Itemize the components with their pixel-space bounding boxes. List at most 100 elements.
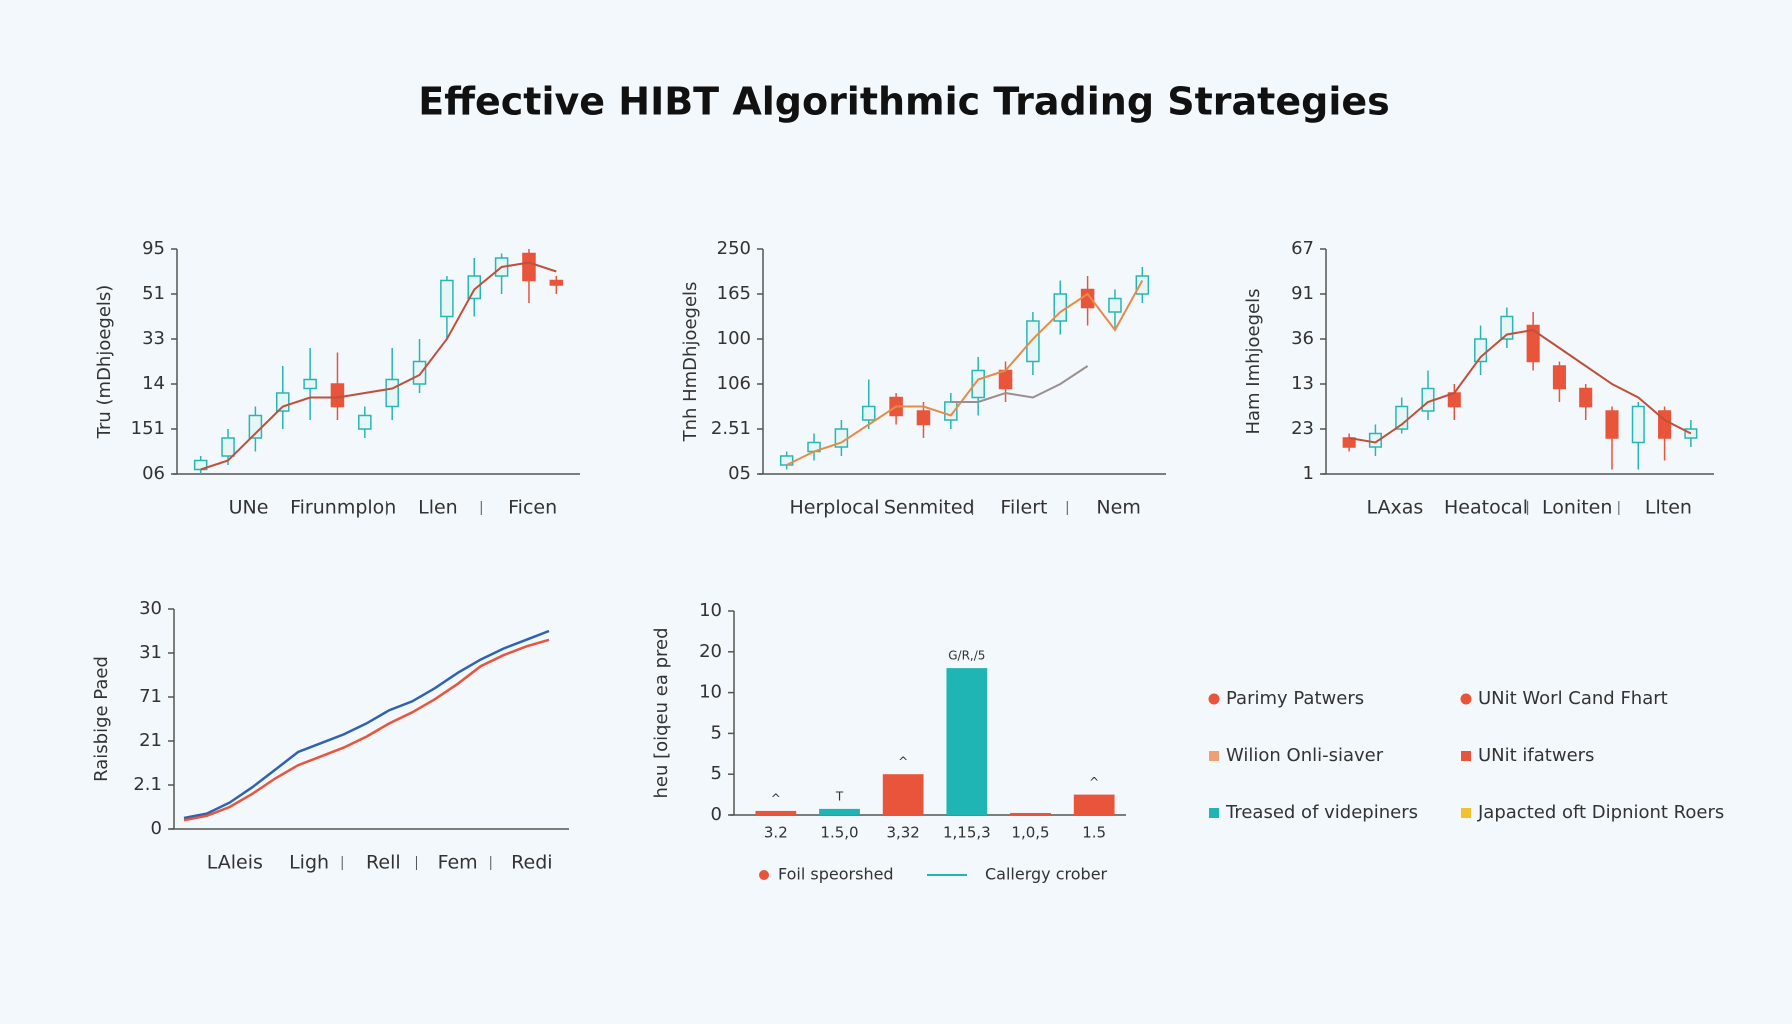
bar-annotation: G/R,/5 [948,649,985,663]
line-series [183,629,550,820]
bar [755,810,797,815]
legend-marker [1460,693,1472,705]
legend-marker [1461,751,1471,761]
trend-line [200,261,557,471]
candle-body [998,369,1013,390]
x-label: UNe [229,497,269,519]
x-tick-label: 1.5,0 [820,824,858,842]
candle-body [549,279,564,286]
y-tick-label: 100 [717,328,751,349]
x-label: Redi [511,852,552,874]
y-tick-label: 06 [142,463,165,484]
legend-label: Wilion Onli-siaver [1226,745,1384,766]
y-tick-label: 05 [728,463,751,484]
y-axis-label: Ham Imhjoegels [1243,288,1264,434]
y-tick-label: 67 [1291,238,1314,259]
y-tick-label: 14 [142,373,165,394]
bar [1010,812,1051,815]
candle-body [275,392,290,412]
x-label: Fem [438,852,478,874]
candle-body [440,279,454,318]
candle-body [1135,275,1150,295]
y-tick-label: 10 [699,600,722,621]
y-tick-label: 10 [699,682,722,703]
candle-body [358,414,372,430]
candle-body [1658,410,1672,439]
x-label: Senmited [884,497,975,519]
y-tick-label: 2.51 [711,418,751,439]
x-label: Filert [1000,497,1047,519]
y-tick-label: 2.1 [133,774,162,795]
bar [1073,794,1115,815]
x-tick-label: 3.2 [764,824,788,842]
y-tick-label: 151 [131,418,165,439]
bar-annotation: ^ [771,791,781,805]
x-label: LAxas [1366,497,1423,519]
candle-body [221,437,235,457]
y-tick-label: 5 [711,722,722,743]
x-tick-label: 1.5 [1082,824,1106,842]
y-tick-label: 0 [151,818,162,839]
bar [819,808,860,815]
x-label: Firunmplon [290,497,396,519]
x-label: Rell [366,852,401,874]
legend-label: Japacted oft Dipniont Roers [1477,802,1724,823]
candle-body [1579,387,1593,408]
y-tick-label: 30 [139,598,162,619]
legend-label: UNit ifatwers [1478,745,1594,766]
bar [882,774,924,815]
y-tick-label: 106 [717,373,751,394]
x-label: Herplocal [789,497,879,519]
legend-label: Foil speorshed [778,865,894,884]
x-label: LAleis [207,852,263,874]
x-label: Ficen [508,497,557,519]
x-tick-label: 3,32 [886,824,919,842]
y-tick-label: 20 [699,641,722,662]
bar [946,668,988,815]
y-tick-label: 13 [1291,373,1314,394]
y-axis-label: Raisbige Paed [91,656,112,782]
y-axis-label: Tnh HmDhjoegels [680,282,701,443]
trend-line [1348,328,1692,444]
candle-body [385,378,399,408]
x-label: Heatocal [1444,497,1528,519]
legend-marker [1208,693,1220,705]
y-tick-label: 91 [1291,283,1314,304]
legend-label: UNit Worl Cand Fhart [1478,688,1668,709]
x-tick-label: 1,0,5 [1011,824,1049,842]
line-series [183,638,550,822]
candle-body [1474,338,1488,363]
legend-marker [1461,808,1471,818]
y-tick-label: 31 [139,642,162,663]
y-tick-label: 51 [142,283,165,304]
y-tick-label: 71 [139,686,162,707]
legend-label: Parimy Patwers [1226,688,1364,709]
y-tick-label: 95 [142,238,165,259]
bar-annotation: ^ [898,755,908,769]
candle-body [1026,320,1040,363]
candle-body [303,378,317,390]
candle-body [1395,405,1409,430]
candle-body [1368,432,1382,448]
bar-annotation: ^ [1089,775,1099,789]
candle-body [330,383,345,408]
candle-body [1605,410,1619,439]
y-tick-label: 165 [717,283,751,304]
y-tick-label: 1 [1303,463,1314,484]
x-label: Loniten [1542,497,1612,519]
candle-body [779,455,794,466]
y-tick-label: 23 [1291,418,1314,439]
candle-body [916,410,931,426]
x-label: Llen [418,497,458,519]
legend-marker [759,870,769,880]
candle-body [467,275,482,300]
legend-marker [1209,808,1219,818]
y-axis-label: heu [oiqeu ea pred [651,627,672,798]
y-tick-label: 36 [1291,328,1314,349]
candle-body [971,369,985,399]
y-tick-label: 21 [139,730,162,751]
trend-line [950,365,1089,403]
